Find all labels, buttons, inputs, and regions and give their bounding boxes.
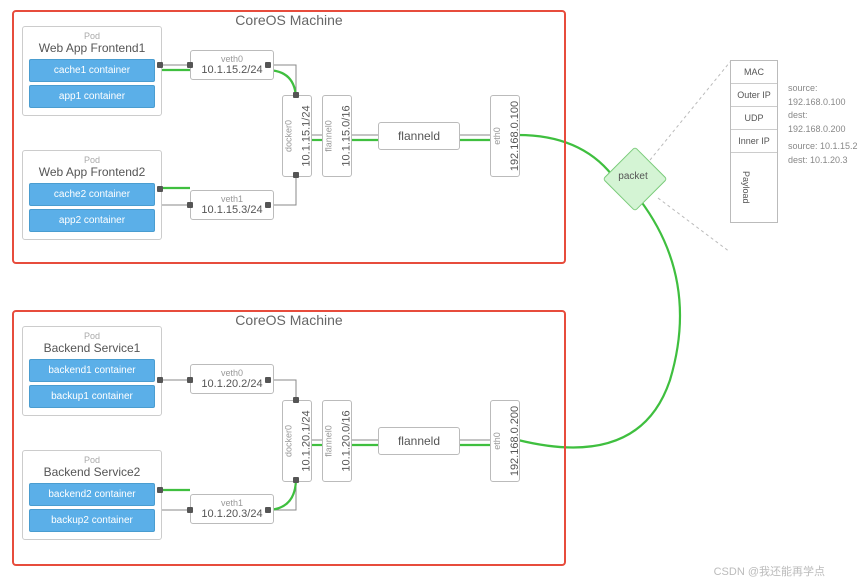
app2-container: app2 container — [29, 209, 155, 232]
flanneld-m1: flanneld — [378, 122, 460, 150]
pod-title: Backend Service1 — [27, 341, 157, 355]
dot — [157, 377, 163, 383]
backup2-container: backup2 container — [29, 509, 155, 532]
pod-label: Pod — [27, 331, 157, 341]
cache2-container: cache2 container — [29, 183, 155, 206]
packet-table: MAC Outer IP UDP Inner IP Payload — [730, 60, 778, 223]
app1-container: app1 container — [29, 85, 155, 108]
dot — [157, 487, 163, 493]
backup1-container: backup1 container — [29, 385, 155, 408]
pod-frontend2: Pod Web App Frontend2 cache2 container a… — [22, 150, 162, 240]
veth0-m2: veth0 10.1.20.2/24 — [190, 364, 274, 394]
pkt-innerip: Inner IP — [731, 130, 777, 153]
pkt-payload: Payload — [731, 153, 761, 222]
dot — [157, 62, 163, 68]
inner-ip-text: source: 10.1.15.2 dest: 10.1.20.3 — [788, 140, 858, 167]
backend1-container: backend1 container — [29, 359, 155, 382]
machine2-title: CoreOS Machine — [227, 310, 350, 330]
packet-label: packet — [618, 171, 647, 182]
veth1-m2: veth1 10.1.20.3/24 — [190, 494, 274, 524]
pod-label: Pod — [27, 31, 157, 41]
dot — [157, 186, 163, 192]
docker0-m1: docker010.1.15.1/24 — [282, 95, 312, 177]
cache1-container: cache1 container — [29, 59, 155, 82]
dot — [187, 202, 193, 208]
flannel0-m2: flannel010.1.20.0/16 — [322, 400, 352, 482]
eth0-m1: eth0192.168.0.100 — [490, 95, 520, 177]
dot — [187, 377, 193, 383]
pod-label: Pod — [27, 155, 157, 165]
pod-backend2: Pod Backend Service2 backend2 container … — [22, 450, 162, 540]
veth1-m1: veth1 10.1.15.3/24 — [190, 190, 274, 220]
pkt-mac: MAC — [731, 61, 777, 84]
pod-title: Web App Frontend2 — [27, 165, 157, 179]
dot — [187, 507, 193, 513]
pod-title: Backend Service2 — [27, 465, 157, 479]
packet-icon: packet — [602, 146, 667, 211]
backend2-container: backend2 container — [29, 483, 155, 506]
dot — [293, 92, 299, 98]
dot — [265, 377, 271, 383]
dot — [293, 477, 299, 483]
pod-label: Pod — [27, 455, 157, 465]
dot — [187, 62, 193, 68]
dot — [293, 172, 299, 178]
dot — [265, 62, 271, 68]
flannel0-m1: flannel010.1.15.0/16 — [322, 95, 352, 177]
flanneld-m2: flanneld — [378, 427, 460, 455]
pkt-outerip: Outer IP — [731, 84, 777, 107]
veth0-m1: veth0 10.1.15.2/24 — [190, 50, 274, 80]
pod-frontend1: Pod Web App Frontend1 cache1 container a… — [22, 26, 162, 116]
pkt-udp: UDP — [731, 107, 777, 130]
machine1-title: CoreOS Machine — [227, 10, 350, 30]
dot — [293, 397, 299, 403]
docker0-m2: docker010.1.20.1/24 — [282, 400, 312, 482]
watermark: CSDN @我还能再学点 — [714, 563, 825, 579]
pod-title: Web App Frontend1 — [27, 41, 157, 55]
eth0-m2: eth0192.168.0.200 — [490, 400, 520, 482]
dot — [265, 202, 271, 208]
dot — [265, 507, 271, 513]
pod-backend1: Pod Backend Service1 backend1 container … — [22, 326, 162, 416]
outer-ip-text: source: 192.168.0.100 dest: 192.168.0.20… — [788, 82, 865, 136]
